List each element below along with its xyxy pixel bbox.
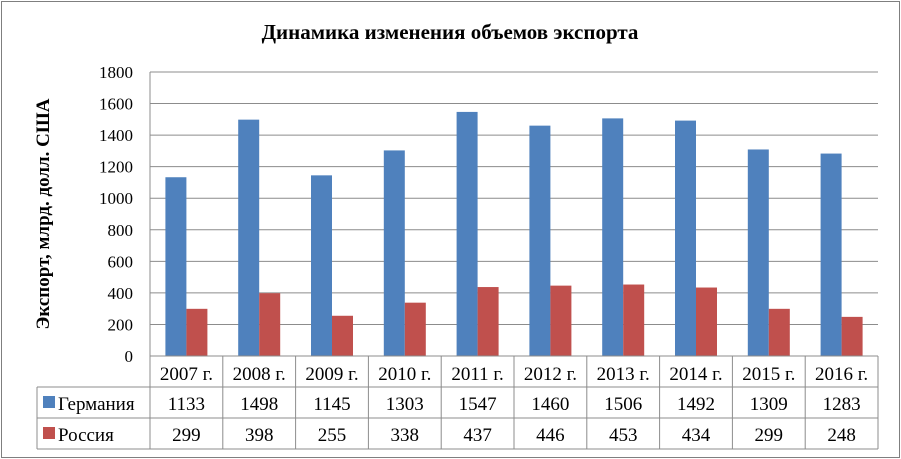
x-tick-label: 2007 г.	[160, 364, 213, 385]
bar-germany	[383, 150, 405, 356]
data-label: 437	[463, 425, 492, 446]
legend-swatch	[43, 427, 55, 439]
bar-russia	[623, 284, 645, 356]
bar-russia	[696, 287, 717, 356]
data-label: 248	[827, 425, 856, 446]
data-label: 434	[682, 425, 711, 446]
data-label: 338	[391, 425, 420, 446]
x-tick-label: 2012 г.	[524, 364, 577, 385]
data-label: 1498	[240, 394, 278, 415]
data-table: 2007 г. 2008 г. 2009 г. 2010 г. 2011 г. 2012 …	[36, 355, 879, 450]
y-tick-label: 1600	[99, 95, 133, 114]
y-tick-label: 1400	[99, 126, 133, 145]
data-label: 1133	[168, 394, 205, 415]
data-label: 1460	[531, 394, 569, 415]
data-label: 398	[245, 425, 274, 446]
data-label: 1145	[313, 394, 350, 415]
x-tick-label: 2015 г.	[742, 364, 795, 385]
bar-russia	[550, 285, 572, 356]
x-tick-label: 2016 г.	[815, 364, 868, 385]
data-label: 1506	[604, 394, 642, 415]
bar-germany	[820, 153, 842, 356]
bar-germany	[675, 120, 696, 357]
data-label: 299	[755, 425, 784, 446]
x-tick-label: 2008 г.	[233, 364, 286, 385]
data-label: 1303	[386, 394, 424, 415]
y-tick-label: 400	[108, 284, 134, 303]
bar-germany	[456, 111, 478, 356]
bars	[165, 111, 863, 357]
bar-russia	[332, 315, 353, 356]
data-label: 1283	[823, 394, 861, 415]
bar-germany	[602, 118, 624, 357]
y-tick-label: 0	[125, 347, 134, 366]
x-tick-label: 2011 г.	[451, 364, 503, 385]
bar-russia	[404, 302, 426, 356]
bar-russia	[477, 287, 499, 356]
legend-swatch	[43, 396, 55, 408]
y-axis-label: Экспорт, млрд. долл. США	[33, 98, 54, 329]
y-tick-label: 1800	[99, 63, 133, 82]
chart-title: Динамика изменения объемов экспорта	[262, 20, 639, 44]
bar-russia	[259, 293, 281, 356]
bar-germany	[238, 119, 260, 356]
bar-russia	[841, 316, 863, 356]
x-tick-label: 2014 г.	[669, 364, 722, 385]
bar-germany	[529, 125, 551, 357]
y-tick-label: 1000	[99, 189, 133, 208]
legend-label: Германия	[58, 394, 135, 415]
x-tick-label: 2010 г.	[378, 364, 431, 385]
y-tick-label: 800	[108, 221, 134, 240]
legend-label: Россия	[58, 425, 114, 446]
data-label: 299	[172, 425, 201, 446]
bar-russia	[186, 308, 208, 356]
y-tick-label: 1200	[99, 158, 133, 177]
bar-germany	[747, 149, 769, 356]
data-label: 1492	[677, 394, 715, 415]
y-tick-label: 600	[108, 252, 134, 271]
data-label: 446	[536, 425, 565, 446]
data-label: 1309	[750, 394, 788, 415]
bar-germany	[165, 177, 187, 356]
bar-germany	[311, 175, 332, 356]
y-tick-label: 200	[108, 315, 134, 334]
x-tick-label: 2013 г.	[597, 364, 650, 385]
y-tick-labels: 0 200 400 600 800 1000 1200 1400 1600 1800	[99, 63, 133, 366]
data-label: 255	[318, 425, 347, 446]
x-tick-label: 2009 г.	[305, 364, 358, 385]
data-label: 1547	[459, 394, 497, 415]
bar-russia	[768, 308, 790, 356]
data-label: 453	[609, 425, 638, 446]
